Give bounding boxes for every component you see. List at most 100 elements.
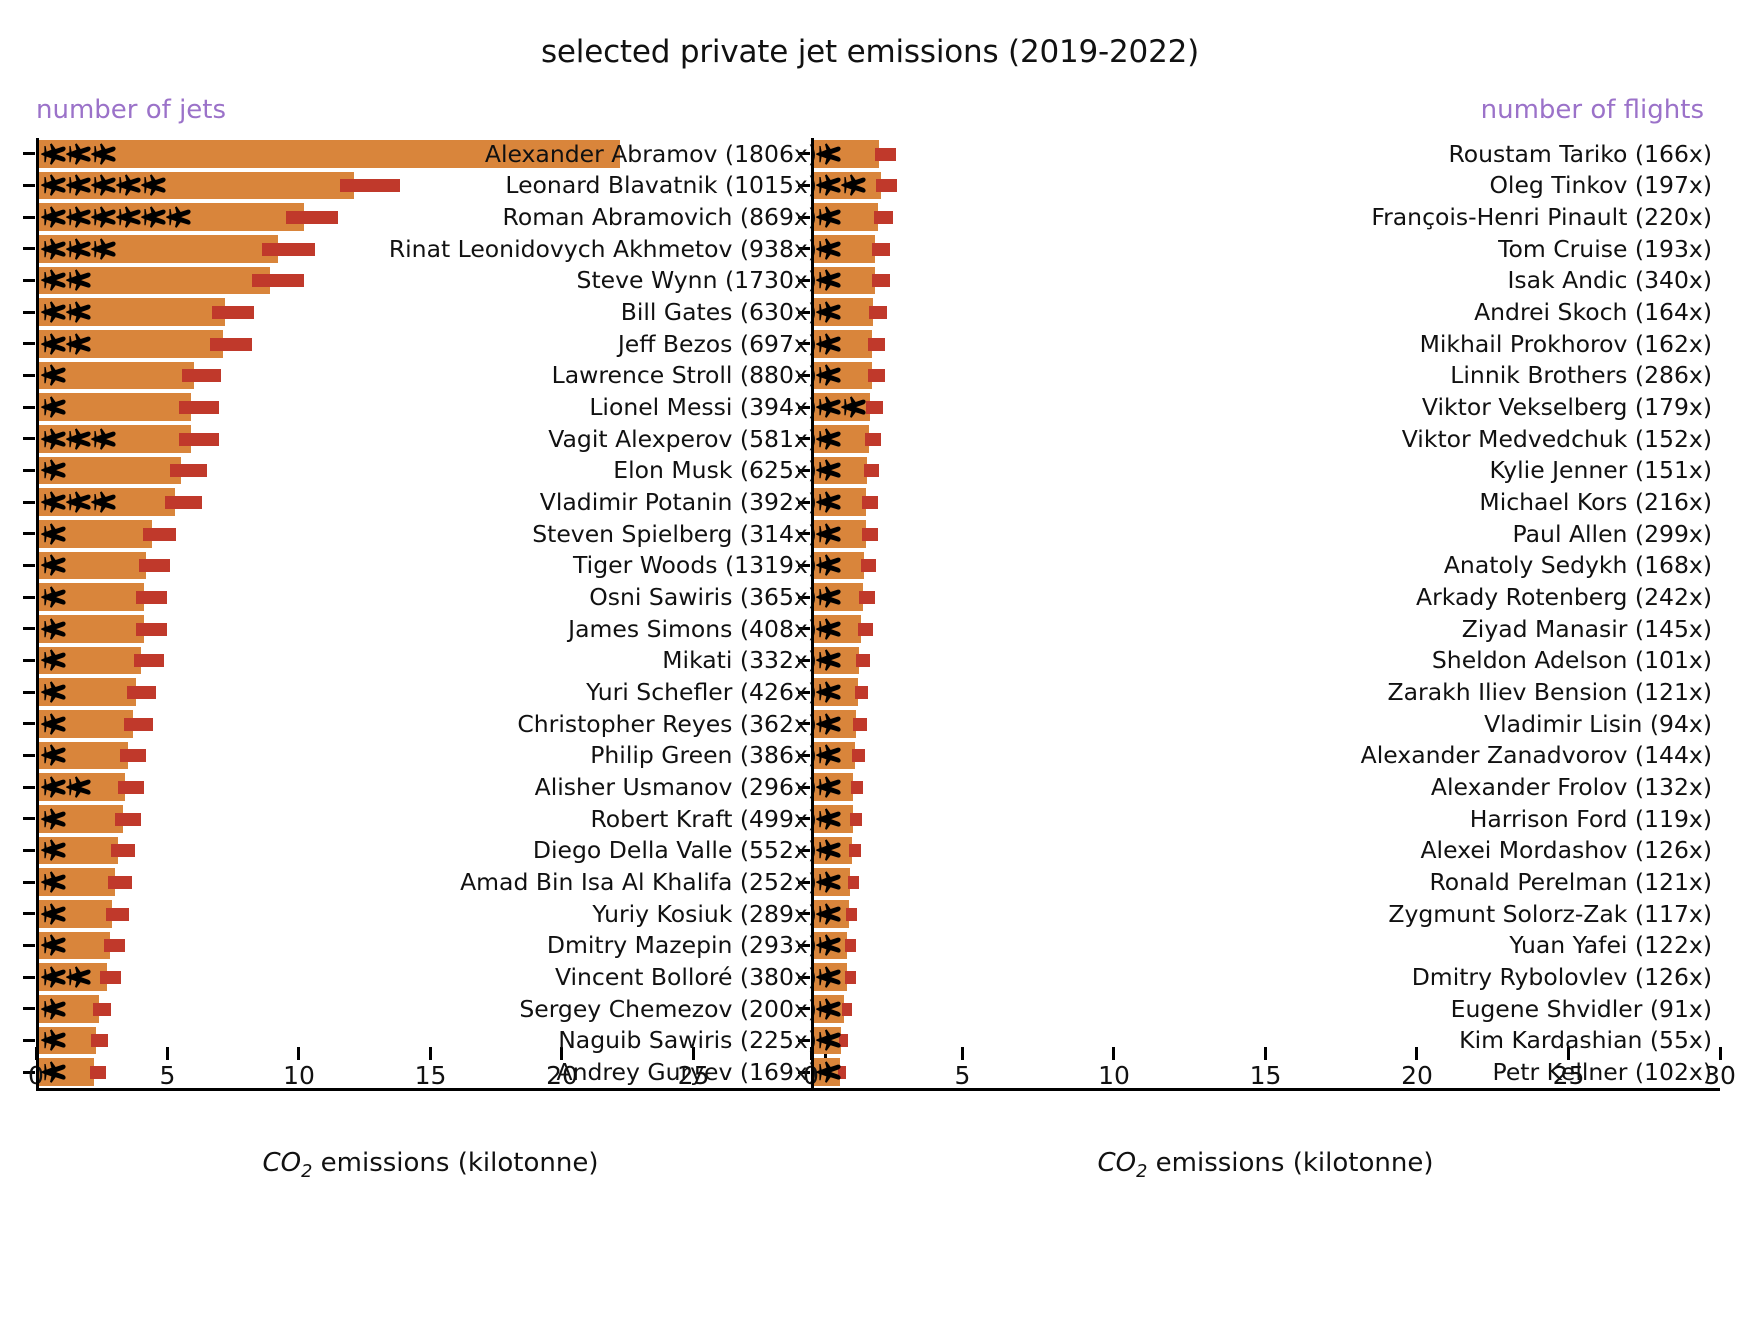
emissions-bar[interactable]: [36, 171, 355, 200]
bar-row[interactable]: Vladimir Potanin (392x): [23, 486, 825, 518]
bar-row[interactable]: Ronald Perelman (121x): [798, 866, 1720, 898]
emissions-bar[interactable]: [811, 488, 866, 516]
emissions-bar[interactable]: [811, 710, 857, 738]
bar-row[interactable]: Leonard Blavatnik (1015x): [23, 170, 825, 202]
bar-row[interactable]: Christopher Reyes (362x): [23, 708, 825, 740]
bar-row[interactable]: Isak Andic (340x): [798, 265, 1720, 297]
bar-row[interactable]: Elon Musk (625x): [23, 455, 825, 487]
bar-row[interactable]: Dmitry Mazepin (293x): [23, 930, 825, 962]
emissions-bar[interactable]: [811, 298, 874, 326]
bar-row[interactable]: Jeff Bezos (697x): [23, 328, 825, 360]
bar-row[interactable]: Amad Bin Isa Al Khalifa (252x): [23, 866, 825, 898]
emissions-bar[interactable]: [811, 425, 869, 453]
bar-row[interactable]: Philip Green (386x): [23, 740, 825, 772]
emissions-bar[interactable]: [36, 393, 192, 421]
emissions-bar[interactable]: [811, 773, 854, 801]
emissions-bar[interactable]: [811, 678, 858, 706]
bar-row[interactable]: Alexander Frolov (132x): [798, 771, 1720, 803]
emissions-bar[interactable]: [36, 330, 223, 358]
emissions-bar[interactable]: [811, 646, 860, 675]
bar-row[interactable]: Roustam Tariko (166x): [798, 138, 1720, 170]
bar-row[interactable]: Yuan Yafei (122x): [798, 930, 1720, 962]
bar-row[interactable]: Bill Gates (630x): [23, 296, 825, 328]
emissions-bar[interactable]: [36, 488, 176, 516]
bar-row[interactable]: James Simons (408x): [23, 613, 825, 645]
emissions-bar[interactable]: [811, 266, 875, 295]
bar-row[interactable]: Eugene Shvidler (91x): [798, 993, 1720, 1025]
bar-row[interactable]: Yuri Schefler (426x): [23, 676, 825, 708]
emissions-bar[interactable]: [811, 330, 872, 358]
emissions-bar[interactable]: [811, 235, 875, 263]
bar-row[interactable]: Kylie Jenner (151x): [798, 455, 1720, 487]
bar-row[interactable]: Naguib Sawiris (225x): [23, 1025, 825, 1057]
emissions-bar[interactable]: [36, 773, 126, 801]
emissions-bar[interactable]: [36, 646, 142, 675]
emissions-bar[interactable]: [811, 551, 865, 580]
bar-row[interactable]: Zygmunt Solorz-Zak (117x): [798, 898, 1720, 930]
emissions-bar[interactable]: [36, 583, 144, 611]
emissions-bar[interactable]: [811, 171, 881, 200]
emissions-bar[interactable]: [811, 456, 868, 485]
bar-row[interactable]: Diego Della Valle (552x): [23, 835, 825, 867]
emissions-bar[interactable]: [811, 805, 854, 833]
emissions-bar[interactable]: [36, 551, 147, 580]
bar-row[interactable]: Roman Abramovich (869x): [23, 201, 825, 233]
bar-row[interactable]: Kim Kardashian (55x): [798, 1025, 1720, 1057]
bar-row[interactable]: Paul Allen (299x): [798, 518, 1720, 550]
bar-row[interactable]: Steve Wynn (1730x): [23, 265, 825, 297]
emissions-bar[interactable]: [36, 266, 271, 295]
bar-row[interactable]: Oleg Tinkov (197x): [798, 170, 1720, 202]
bar-row[interactable]: Linnik Brothers (286x): [798, 360, 1720, 392]
bar-row[interactable]: Viktor Medvedchuk (152x): [798, 423, 1720, 455]
emissions-bar[interactable]: [36, 931, 110, 960]
emissions-bar[interactable]: [36, 520, 152, 548]
emissions-bar[interactable]: [36, 615, 144, 643]
bar-row[interactable]: François-Henri Pinault (220x): [798, 201, 1720, 233]
emissions-bar[interactable]: [811, 203, 878, 231]
bar-row[interactable]: Sheldon Adelson (101x): [798, 645, 1720, 677]
emissions-bar[interactable]: [36, 456, 181, 485]
emissions-bar[interactable]: [811, 836, 852, 865]
bar-row[interactable]: Zarakh Iliev Bension (121x): [798, 676, 1720, 708]
bar-row[interactable]: Tom Cruise (193x): [798, 233, 1720, 265]
emissions-bar[interactable]: [36, 298, 226, 326]
bar-row[interactable]: Mikati (332x): [23, 645, 825, 677]
bar-row[interactable]: Tiger Woods (1319x): [23, 550, 825, 582]
emissions-bar[interactable]: [36, 710, 134, 738]
emissions-bar[interactable]: [36, 203, 305, 231]
bar-row[interactable]: Ziyad Manasir (145x): [798, 613, 1720, 645]
emissions-bar[interactable]: [36, 836, 118, 865]
bar-row[interactable]: Robert Kraft (499x): [23, 803, 825, 835]
emissions-bar[interactable]: [811, 583, 863, 611]
emissions-bar[interactable]: [36, 235, 278, 263]
emissions-bar[interactable]: [36, 678, 136, 706]
bar-row[interactable]: Dmitry Rybolovlev (126x): [798, 961, 1720, 993]
emissions-bar[interactable]: [811, 520, 866, 548]
bar-row[interactable]: Andrei Skoch (164x): [798, 296, 1720, 328]
bar-row[interactable]: Alexei Mordashov (126x): [798, 835, 1720, 867]
emissions-bar[interactable]: [36, 741, 129, 770]
emissions-bar[interactable]: [36, 995, 100, 1023]
bar-row[interactable]: Vagit Alexperov (581x): [23, 423, 825, 455]
emissions-bar[interactable]: [36, 361, 194, 390]
bar-row[interactable]: Vladimir Lisin (94x): [798, 708, 1720, 740]
bar-row[interactable]: Vincent Bolloré (380x): [23, 961, 825, 993]
bar-row[interactable]: Viktor Vekselberg (179x): [798, 391, 1720, 423]
bar-row[interactable]: Alisher Usmanov (296x): [23, 771, 825, 803]
emissions-bar[interactable]: [36, 963, 107, 991]
bar-row[interactable]: Rinat Leonidovych Akhmetov (938x): [23, 233, 825, 265]
emissions-bar[interactable]: [811, 361, 872, 390]
bar-row[interactable]: Alexander Zanadvorov (144x): [798, 740, 1720, 772]
bar-row[interactable]: Lionel Messi (394x): [23, 391, 825, 423]
emissions-bar[interactable]: [36, 425, 192, 453]
bar-row[interactable]: Anatoly Sedykh (168x): [798, 550, 1720, 582]
bar-row[interactable]: Steven Spielberg (314x): [23, 518, 825, 550]
emissions-bar[interactable]: [811, 741, 855, 770]
emissions-bar[interactable]: [36, 805, 123, 833]
emissions-bar[interactable]: [36, 868, 115, 896]
bar-row[interactable]: Andrey Guryev (169x): [23, 1056, 825, 1088]
emissions-bar[interactable]: [811, 615, 861, 643]
emissions-bar[interactable]: [36, 140, 620, 168]
bar-row[interactable]: Sergey Chemezov (200x): [23, 993, 825, 1025]
bar-row[interactable]: Alexander Abramov (1806x): [23, 138, 825, 170]
